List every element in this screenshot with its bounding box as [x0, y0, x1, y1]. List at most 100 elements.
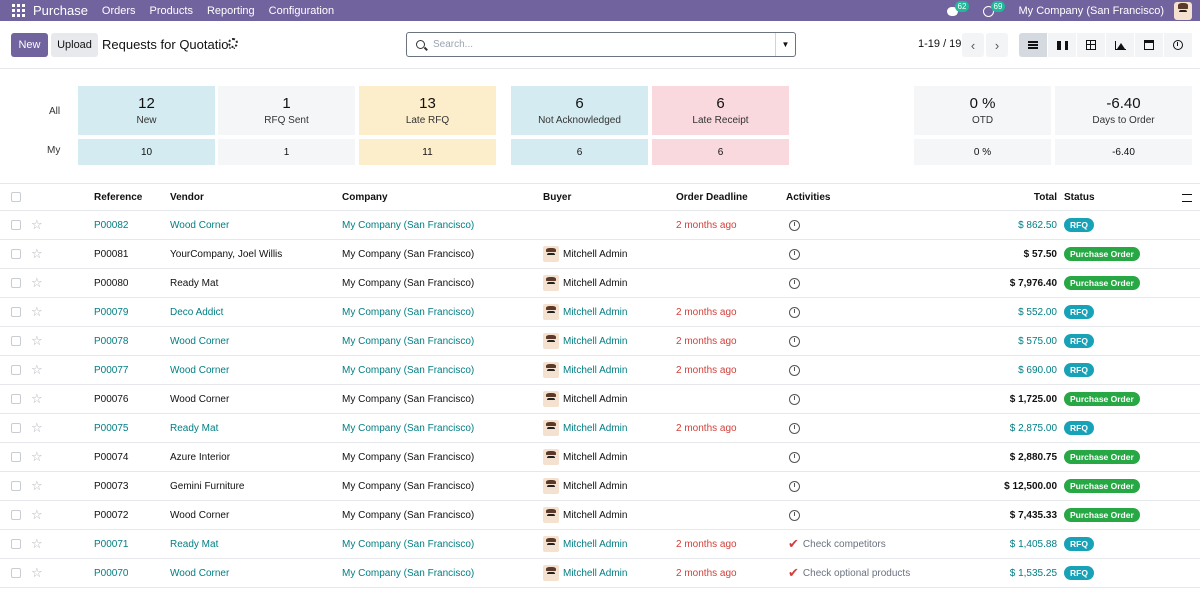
- dashboard-my-tile[interactable]: 10: [78, 139, 215, 165]
- pager-next-button[interactable]: ›: [986, 33, 1008, 57]
- dashboard-my-tile[interactable]: -6.40: [1055, 139, 1192, 165]
- apps-menu-icon[interactable]: [12, 4, 25, 17]
- activity-cell[interactable]: [789, 443, 800, 471]
- dashboard-tile-otd[interactable]: 0 % OTD: [914, 86, 1051, 135]
- row-checkbox[interactable]: [11, 220, 21, 230]
- app-name[interactable]: Purchase: [33, 3, 88, 18]
- activity-cell[interactable]: ✔ Check competitors: [788, 530, 886, 558]
- column-header-order-deadline[interactable]: Order Deadline: [676, 191, 748, 203]
- activity-cell[interactable]: [789, 414, 800, 442]
- messages-button[interactable]: 62: [946, 0, 970, 17]
- row-checkbox[interactable]: [11, 423, 21, 433]
- calendar-view-button[interactable]: [1135, 33, 1164, 57]
- activity-cell[interactable]: [789, 298, 800, 326]
- star-icon[interactable]: ☆: [31, 536, 43, 551]
- select-all-checkbox[interactable]: [11, 192, 21, 202]
- dashboard-my-tile[interactable]: 11: [359, 139, 496, 165]
- table-row[interactable]: ☆ P00079 Deco Addict My Company (San Franci…: [0, 298, 1200, 327]
- dashboard-my-tile[interactable]: 6: [652, 139, 789, 165]
- list-view-button[interactable]: [1019, 33, 1048, 57]
- column-header-total[interactable]: Total: [1033, 191, 1057, 203]
- row-checkbox[interactable]: [11, 510, 21, 520]
- kanban-view-button[interactable]: [1048, 33, 1077, 57]
- menu-configuration[interactable]: Configuration: [268, 4, 335, 17]
- table-row[interactable]: ☆ P00078 Wood Corner My Company (San Franci…: [0, 327, 1200, 356]
- activities-button[interactable]: 69: [982, 0, 1006, 17]
- column-header-buyer[interactable]: Buyer: [543, 191, 572, 203]
- dashboard-my-tile[interactable]: 0 %: [914, 139, 1051, 165]
- star-icon[interactable]: ☆: [31, 507, 43, 522]
- star-icon[interactable]: ☆: [31, 478, 43, 493]
- pivot-view-button[interactable]: [1077, 33, 1106, 57]
- row-checkbox[interactable]: [11, 568, 21, 578]
- table-row[interactable]: ☆ P00071 Ready Mat My Company (San Francisc…: [0, 530, 1200, 559]
- star-icon[interactable]: ☆: [31, 391, 43, 406]
- dashboard-tile-not-acknowledged[interactable]: 6 Not Acknowledged: [511, 86, 648, 135]
- table-row[interactable]: ☆ P00073 Gemini Furniture My Company (San F…: [0, 472, 1200, 501]
- star-icon[interactable]: ☆: [31, 304, 43, 319]
- table-row[interactable]: ☆ P00070 Wood Corner My Company (San Franci…: [0, 559, 1200, 588]
- chevron-down-icon[interactable]: ▼: [775, 33, 795, 56]
- star-icon[interactable]: ☆: [31, 449, 43, 464]
- table-row[interactable]: ☆ P00074 Azure Interior My Company (San Fra…: [0, 443, 1200, 472]
- optional-columns-icon[interactable]: [1182, 194, 1192, 202]
- row-checkbox[interactable]: [11, 481, 21, 491]
- activity-cell[interactable]: [789, 327, 800, 355]
- row-checkbox[interactable]: [11, 452, 21, 462]
- star-icon[interactable]: ☆: [31, 246, 43, 261]
- company-switcher[interactable]: My Company (San Francisco): [1018, 4, 1165, 17]
- dashboard-tile-late-rfq[interactable]: 13 Late RFQ: [359, 86, 496, 135]
- pager-previous-button[interactable]: ‹: [962, 33, 984, 57]
- row-checkbox[interactable]: [11, 394, 21, 404]
- table-row[interactable]: ☆ P00080 Ready Mat My Company (San Francisc…: [0, 269, 1200, 298]
- table-row[interactable]: ☆ P00072 Wood Corner My Company (San Franci…: [0, 501, 1200, 530]
- column-header-vendor[interactable]: Vendor: [170, 191, 204, 203]
- graph-view-button[interactable]: [1106, 33, 1135, 57]
- activity-cell[interactable]: [789, 385, 800, 413]
- user-avatar[interactable]: [1174, 1, 1192, 20]
- gear-icon[interactable]: [228, 38, 238, 48]
- star-icon[interactable]: ☆: [31, 333, 43, 348]
- table-row[interactable]: ☆ P00077 Wood Corner My Company (San Franci…: [0, 356, 1200, 385]
- dashboard-my-tile[interactable]: 1: [218, 139, 355, 165]
- activity-cell[interactable]: [789, 472, 800, 500]
- row-checkbox[interactable]: [11, 365, 21, 375]
- dashboard-my-tile[interactable]: 6: [511, 139, 648, 165]
- table-row[interactable]: ☆ P00082 Wood Corner My Company (San Franci…: [0, 211, 1200, 240]
- upload-button[interactable]: Upload: [51, 33, 98, 57]
- table-row[interactable]: ☆ P00075 Ready Mat My Company (San Francisc…: [0, 414, 1200, 443]
- dashboard-tile-rfq-sent[interactable]: 1 RFQ Sent: [218, 86, 355, 135]
- row-checkbox[interactable]: [11, 539, 21, 549]
- dashboard-tile-new[interactable]: 12 New: [78, 86, 215, 135]
- activity-cell[interactable]: [789, 356, 800, 384]
- row-checkbox[interactable]: [11, 336, 21, 346]
- new-button[interactable]: New: [11, 33, 48, 57]
- menu-reporting[interactable]: Reporting: [206, 4, 255, 17]
- dashboard-tile-late-receipt[interactable]: 6 Late Receipt: [652, 86, 789, 135]
- star-icon[interactable]: ☆: [31, 275, 43, 290]
- column-header-activities[interactable]: Activities: [786, 191, 831, 203]
- row-checkbox[interactable]: [11, 307, 21, 317]
- column-header-reference[interactable]: Reference: [94, 191, 143, 203]
- activity-cell[interactable]: [789, 240, 800, 268]
- column-header-company[interactable]: Company: [342, 191, 388, 203]
- row-checkbox[interactable]: [11, 278, 21, 288]
- activity-cell[interactable]: [789, 501, 800, 529]
- dashboard-tile-days-to-order[interactable]: -6.40 Days to Order: [1055, 86, 1192, 135]
- star-icon[interactable]: ☆: [31, 362, 43, 377]
- star-icon[interactable]: ☆: [31, 565, 43, 580]
- star-icon[interactable]: ☆: [31, 420, 43, 435]
- column-header-status[interactable]: Status: [1064, 191, 1095, 203]
- row-checkbox[interactable]: [11, 249, 21, 259]
- activity-cell[interactable]: ✔ Check optional products: [788, 559, 910, 587]
- search-input[interactable]: [433, 39, 753, 50]
- table-row[interactable]: ☆ P00081 YourCompany, Joel Willis My Compan…: [0, 240, 1200, 269]
- table-row[interactable]: ☆ P00076 Wood Corner My Company (San Franci…: [0, 385, 1200, 414]
- pager-value[interactable]: 1-19 / 19: [918, 38, 962, 50]
- menu-products[interactable]: Products: [149, 4, 193, 17]
- star-icon[interactable]: ☆: [31, 217, 43, 232]
- activity-cell[interactable]: [789, 269, 800, 297]
- menu-orders[interactable]: Orders: [101, 4, 136, 17]
- activity-view-button[interactable]: [1164, 33, 1193, 57]
- activity-cell[interactable]: [789, 211, 800, 239]
